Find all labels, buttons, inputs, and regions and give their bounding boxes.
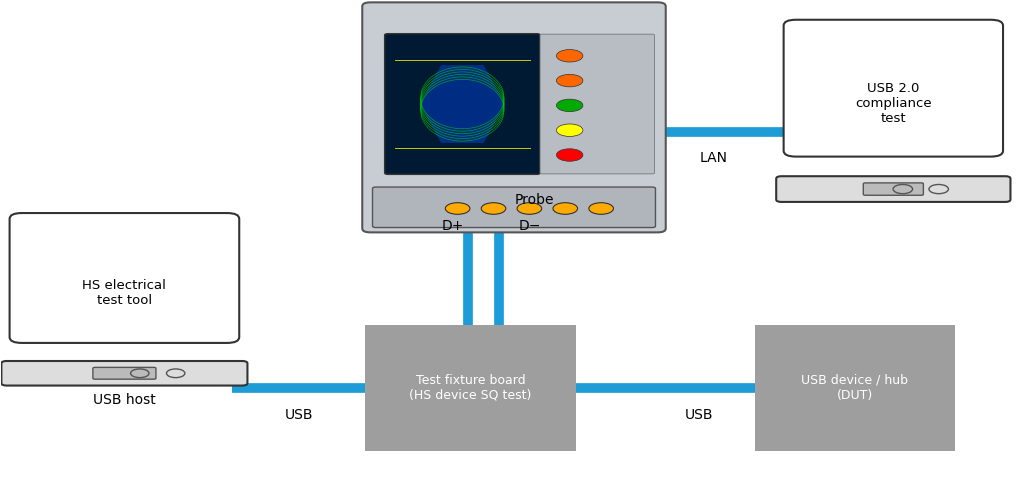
FancyBboxPatch shape (93, 367, 156, 379)
FancyBboxPatch shape (776, 176, 1011, 202)
Text: USB: USB (285, 408, 313, 421)
Text: USB: USB (685, 408, 712, 421)
FancyBboxPatch shape (1, 361, 248, 385)
FancyBboxPatch shape (783, 20, 1003, 156)
FancyBboxPatch shape (372, 187, 656, 227)
Polygon shape (420, 66, 504, 142)
Circle shape (556, 124, 583, 137)
Circle shape (556, 149, 583, 161)
Text: Probe: Probe (515, 192, 554, 207)
Text: D−: D− (518, 219, 541, 233)
Text: USB host: USB host (94, 393, 156, 407)
FancyBboxPatch shape (365, 325, 576, 451)
Text: Test fixture board
(HS device SQ test): Test fixture board (HS device SQ test) (409, 374, 531, 402)
Text: LAN: LAN (700, 152, 728, 165)
Circle shape (517, 203, 542, 214)
Circle shape (556, 99, 583, 112)
Text: HS electrical
test tool: HS electrical test tool (82, 279, 167, 307)
Text: D+: D+ (441, 219, 464, 233)
FancyBboxPatch shape (384, 34, 540, 174)
Text: USB device / hub
(DUT): USB device / hub (DUT) (802, 374, 909, 402)
Circle shape (481, 203, 506, 214)
Circle shape (553, 203, 578, 214)
Circle shape (589, 203, 614, 214)
FancyBboxPatch shape (864, 183, 923, 195)
FancyBboxPatch shape (9, 213, 240, 343)
FancyBboxPatch shape (540, 34, 655, 174)
Circle shape (556, 74, 583, 87)
FancyBboxPatch shape (755, 325, 955, 451)
Circle shape (445, 203, 470, 214)
Text: USB 2.0
compliance
test: USB 2.0 compliance test (855, 82, 931, 125)
FancyBboxPatch shape (362, 2, 666, 232)
Circle shape (556, 50, 583, 62)
